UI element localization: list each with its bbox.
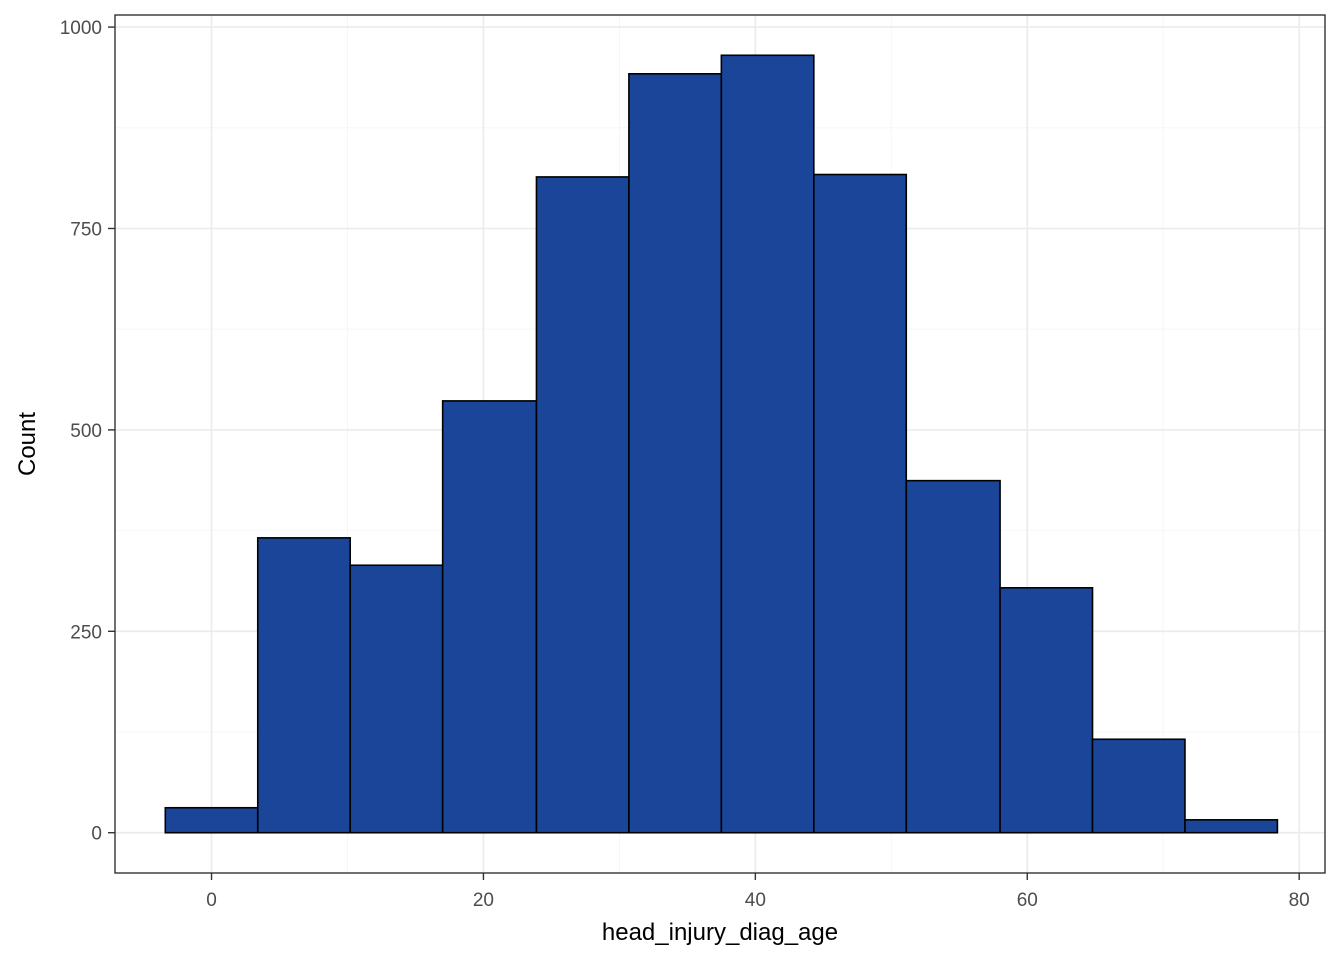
histogram-bar	[628, 73, 723, 834]
histogram-bar	[813, 173, 908, 834]
histogram-bar	[256, 537, 352, 834]
histogram-bar	[1091, 738, 1186, 834]
histogram-bar	[164, 806, 259, 834]
histogram-bar	[441, 400, 538, 834]
x-tick-label: 20	[473, 890, 494, 911]
histogram-bar	[1184, 819, 1279, 834]
x-tick-label: 60	[1017, 890, 1038, 911]
y-tick-label: 750	[70, 219, 102, 240]
x-tick-label: 80	[1289, 890, 1310, 911]
y-tick-label: 250	[70, 622, 102, 643]
histogram-bar	[349, 564, 444, 834]
y-tick-label: 500	[70, 421, 102, 442]
x-axis-title: head_injury_diag_age	[602, 919, 838, 946]
x-tick-label: 0	[206, 890, 217, 911]
y-axis-ticks: 0 250 500 750 1000	[60, 18, 115, 845]
y-axis-title: Count	[14, 412, 41, 476]
y-tick-label: 0	[91, 824, 102, 845]
x-axis-ticks: 0 20 40 60 80	[206, 873, 1310, 911]
histogram-bars	[164, 54, 1279, 834]
histogram-bar	[905, 479, 1001, 834]
histogram-bar	[720, 54, 815, 834]
panel-border	[114, 14, 1326, 874]
x-tick-label: 40	[745, 890, 766, 911]
histogram-bar	[999, 587, 1094, 834]
y-tick-label: 1000	[60, 18, 102, 39]
histogram-bar	[535, 176, 630, 834]
